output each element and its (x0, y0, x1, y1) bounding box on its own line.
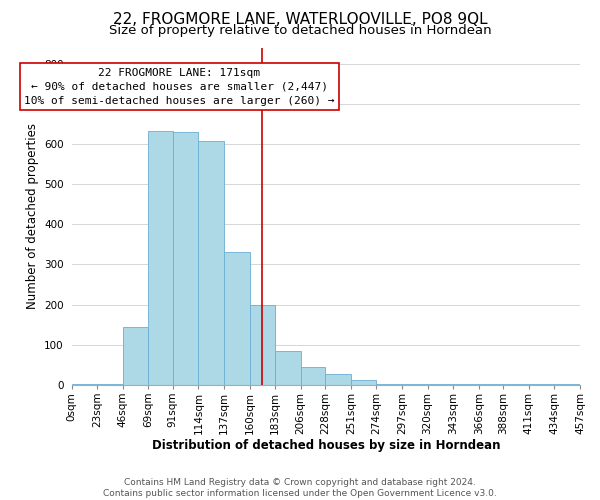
Bar (479, 384, 503, 385)
Bar (453, 384, 479, 385)
Bar (301, 367, 325, 385)
Bar (428, 384, 453, 385)
Bar (503, 384, 529, 385)
Bar (402, 384, 428, 385)
Bar (71, 384, 97, 385)
Text: Contains HM Land Registry data © Crown copyright and database right 2024.
Contai: Contains HM Land Registry data © Crown c… (103, 478, 497, 498)
Bar (224, 252, 250, 385)
Bar (529, 384, 554, 385)
Text: 22, FROGMORE LANE, WATERLOOVILLE, PO8 9QL: 22, FROGMORE LANE, WATERLOOVILLE, PO8 9Q… (113, 12, 487, 28)
Bar (275, 351, 301, 385)
Bar (351, 380, 376, 385)
Y-axis label: Number of detached properties: Number of detached properties (26, 123, 39, 309)
X-axis label: Distribution of detached houses by size in Horndean: Distribution of detached houses by size … (152, 440, 500, 452)
Bar (97, 384, 123, 385)
Bar (199, 141, 224, 385)
Bar (148, 131, 173, 385)
Bar (250, 304, 275, 385)
Text: 22 FROGMORE LANE: 171sqm
← 90% of detached houses are smaller (2,447)
10% of sem: 22 FROGMORE LANE: 171sqm ← 90% of detach… (24, 68, 335, 106)
Bar (325, 374, 351, 385)
Bar (173, 132, 199, 385)
Bar (376, 384, 402, 385)
Bar (554, 384, 580, 385)
Text: Size of property relative to detached houses in Horndean: Size of property relative to detached ho… (109, 24, 491, 37)
Bar (123, 328, 148, 385)
